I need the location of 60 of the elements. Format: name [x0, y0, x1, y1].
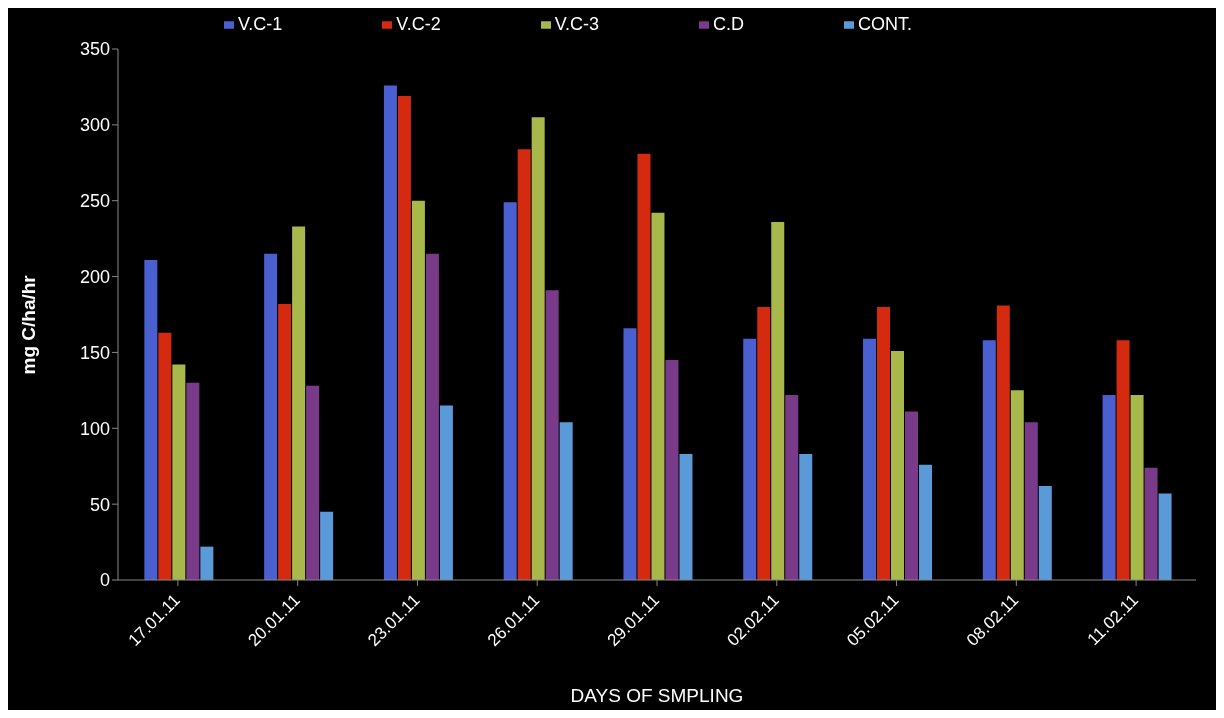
bar [397, 96, 411, 580]
bar [503, 202, 517, 580]
bar [158, 332, 172, 580]
legend-label: CONT. [858, 14, 913, 34]
bar [411, 200, 425, 580]
bar [278, 303, 292, 580]
bar [200, 546, 214, 580]
bar [1102, 394, 1116, 580]
y-tick-label: 100 [79, 418, 110, 439]
y-axis-title: mg C/ha/hr [17, 274, 39, 375]
y-tick-label: 350 [79, 39, 110, 60]
bar [637, 153, 651, 580]
bar [982, 340, 996, 580]
bar [292, 226, 306, 580]
bar [439, 405, 453, 580]
y-tick-label: 250 [79, 191, 110, 212]
bar [996, 305, 1010, 580]
bar [877, 306, 891, 580]
bar [172, 364, 186, 580]
bar [785, 394, 799, 580]
y-tick-label: 200 [79, 266, 110, 287]
bar [665, 360, 679, 580]
bar [1116, 340, 1130, 580]
bar [1130, 394, 1144, 580]
bar [306, 385, 320, 580]
bar [919, 464, 933, 580]
legend-label: V.C-3 [554, 14, 600, 34]
y-tick-label: 0 [99, 570, 110, 591]
bar [531, 117, 545, 580]
bar [799, 454, 813, 580]
legend-label: V.C-1 [237, 14, 283, 34]
legend-label: V.C-2 [396, 14, 441, 34]
bar [1010, 390, 1024, 580]
legend-label: C.D [713, 14, 745, 34]
bar [905, 411, 919, 580]
bar [144, 259, 158, 580]
bar [425, 253, 439, 580]
bar [517, 149, 531, 580]
y-tick-label: 50 [89, 494, 110, 515]
bar [679, 454, 693, 580]
bar [757, 306, 771, 580]
bar [863, 338, 877, 580]
bar [559, 422, 573, 580]
bar [1144, 467, 1158, 580]
bar [651, 212, 665, 580]
x-axis-title: DAYS OF SMPLING [570, 685, 744, 706]
y-tick-label: 150 [79, 342, 110, 363]
bar [1158, 493, 1172, 580]
bar [623, 328, 637, 580]
bar [320, 511, 334, 580]
bar [545, 290, 559, 580]
bar [743, 338, 757, 580]
bar [264, 253, 278, 580]
bar [771, 221, 785, 580]
bar [1024, 422, 1038, 580]
bar [186, 382, 200, 580]
bar [891, 350, 905, 580]
bar [1038, 485, 1052, 580]
y-tick-label: 300 [79, 115, 110, 136]
bar [383, 85, 397, 580]
